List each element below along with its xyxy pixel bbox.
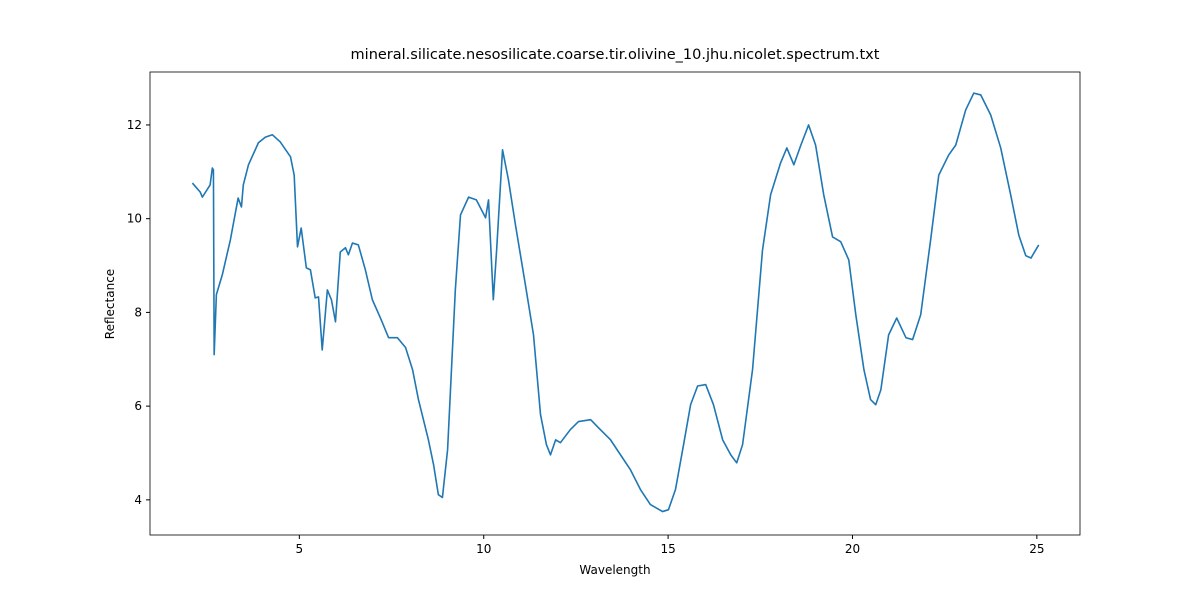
y-tick-label: 6 — [134, 399, 142, 413]
x-tick-label: 10 — [476, 542, 491, 556]
y-tick-label: 12 — [127, 118, 142, 132]
plot-frame — [149, 71, 1081, 536]
x-tick-label: 15 — [660, 542, 675, 556]
y-tick-label: 4 — [134, 493, 142, 507]
y-axis-label: Reflectance — [103, 269, 117, 339]
y-tick-label: 8 — [134, 305, 142, 319]
x-tick-label: 5 — [296, 542, 304, 556]
chart-title: mineral.silicate.nesosilicate.coarse.tir… — [351, 47, 880, 63]
y-tick-label: 10 — [127, 212, 142, 226]
x-tick-label: 25 — [1029, 542, 1044, 556]
x-tick-label: 20 — [845, 542, 860, 556]
x-axis-label: Wavelength — [579, 563, 650, 577]
data-line — [191, 92, 1040, 513]
